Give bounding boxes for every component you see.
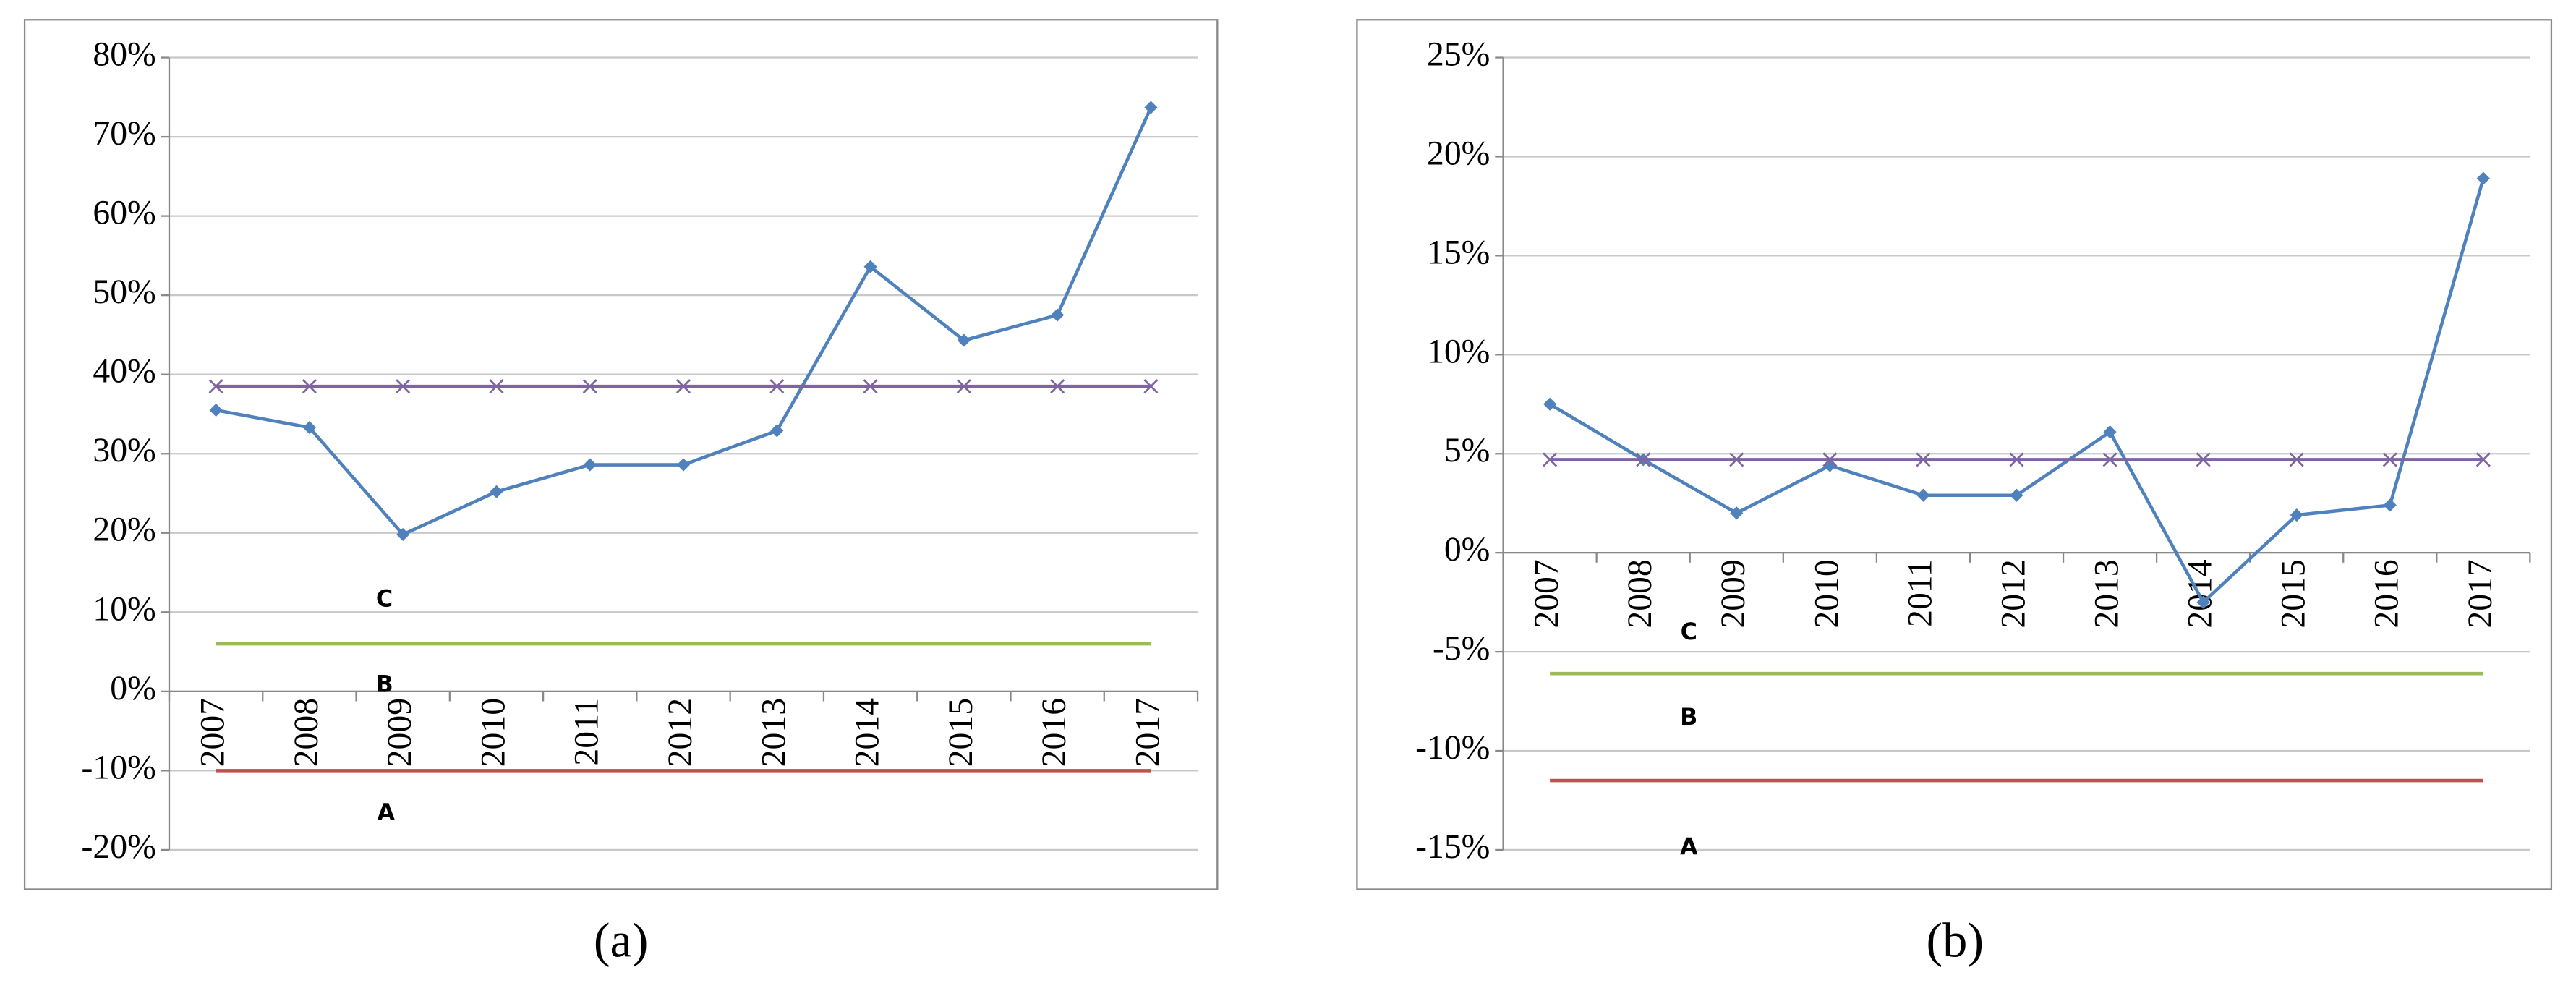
data-point <box>863 379 878 394</box>
x-tick-label: 2016 <box>2368 559 2406 628</box>
y-tick-label: 25% <box>1427 35 1490 73</box>
data-point <box>489 379 504 394</box>
data-point <box>208 379 223 394</box>
data-point <box>676 458 691 472</box>
data-point <box>1543 397 1557 411</box>
annotation: C <box>376 585 393 612</box>
y-tick-label: -5% <box>1433 629 1490 668</box>
y-tick-label: 0% <box>1444 530 1490 569</box>
data-point <box>1916 488 1930 502</box>
data-point <box>396 527 410 542</box>
x-tick-label: 2014 <box>848 698 887 767</box>
data-point <box>2383 498 2397 512</box>
annotation: A <box>1680 834 1698 861</box>
data-point <box>2103 425 2117 439</box>
data-point <box>1050 379 1065 394</box>
data-point <box>2382 452 2397 467</box>
data-point <box>1916 452 1931 467</box>
annotation: B <box>375 671 393 698</box>
data-point <box>675 379 691 394</box>
data-point <box>956 379 971 394</box>
data-point <box>863 260 877 273</box>
y-tick-label: 70% <box>93 114 155 153</box>
x-tick-label: 2010 <box>474 698 512 767</box>
data-point <box>490 485 503 498</box>
data-point <box>2289 452 2304 467</box>
data-point <box>2196 595 2210 609</box>
data-point <box>2009 452 2024 467</box>
y-tick-label: 80% <box>93 35 155 73</box>
y-tick-label: -15% <box>1415 827 1490 866</box>
y-tick-label: 15% <box>1427 233 1490 271</box>
x-tick-label: 2010 <box>1807 559 1846 628</box>
y-tick-label: 5% <box>1444 431 1490 469</box>
y-tick-label: -10% <box>82 748 156 786</box>
y-tick-label: -20% <box>82 827 156 866</box>
caption: (a) <box>594 912 649 967</box>
data-point <box>2290 508 2303 522</box>
data-point <box>302 420 316 435</box>
x-tick-label: 2012 <box>1994 559 2032 628</box>
data-point <box>302 379 317 394</box>
x-tick-label: 2017 <box>2461 559 2499 628</box>
data-point <box>2475 452 2491 467</box>
y-tick-label: 40% <box>93 352 155 391</box>
data-point <box>396 379 411 394</box>
x-tick-label: 2017 <box>1128 698 1167 767</box>
y-tick-label: -10% <box>1415 728 1490 767</box>
x-tick-label: 2009 <box>380 698 419 767</box>
y-tick-label: 20% <box>93 511 155 549</box>
x-tick-label: 2013 <box>2088 559 2126 628</box>
data-point <box>582 379 597 394</box>
data-point <box>769 379 785 394</box>
data-point <box>1636 452 1651 467</box>
annotation: A <box>378 799 396 826</box>
x-tick-label: 2012 <box>661 698 699 767</box>
data-point <box>2102 452 2117 467</box>
data-point <box>1729 452 1744 467</box>
x-tick-label: 2015 <box>2274 559 2313 628</box>
data-point <box>2476 171 2490 185</box>
x-tick-label: 2016 <box>1035 698 1073 767</box>
y-tick-label: 60% <box>93 194 155 232</box>
x-tick-label: 2007 <box>1527 559 1566 628</box>
caption: (b) <box>1927 912 1984 967</box>
x-tick-label: 2009 <box>1714 559 1752 628</box>
y-tick-label: 30% <box>93 431 155 469</box>
data-point <box>2010 488 2023 502</box>
x-tick-label: 2007 <box>194 698 232 767</box>
x-tick-label: 2011 <box>568 698 606 766</box>
data-point <box>1730 506 1744 520</box>
y-tick-label: 10% <box>1427 332 1490 370</box>
y-tick-label: 0% <box>110 669 156 707</box>
data-point <box>209 403 223 417</box>
x-tick-label: 2015 <box>942 698 980 767</box>
data-point <box>1543 452 1558 467</box>
data-point <box>583 458 597 472</box>
annotation: C <box>1681 618 1697 645</box>
data-point <box>2196 452 2211 467</box>
y-tick-label: 50% <box>93 273 155 311</box>
x-tick-label: 2013 <box>754 698 793 767</box>
y-tick-label: 10% <box>93 590 155 628</box>
data-point <box>1822 452 1838 467</box>
x-tick-label: 2008 <box>287 698 325 767</box>
annotation: B <box>1680 704 1697 731</box>
x-tick-label: 2011 <box>1901 559 1939 627</box>
y-tick-label: 20% <box>1427 134 1490 172</box>
x-tick-label: 2008 <box>1621 559 1659 628</box>
data-point <box>1143 379 1159 394</box>
